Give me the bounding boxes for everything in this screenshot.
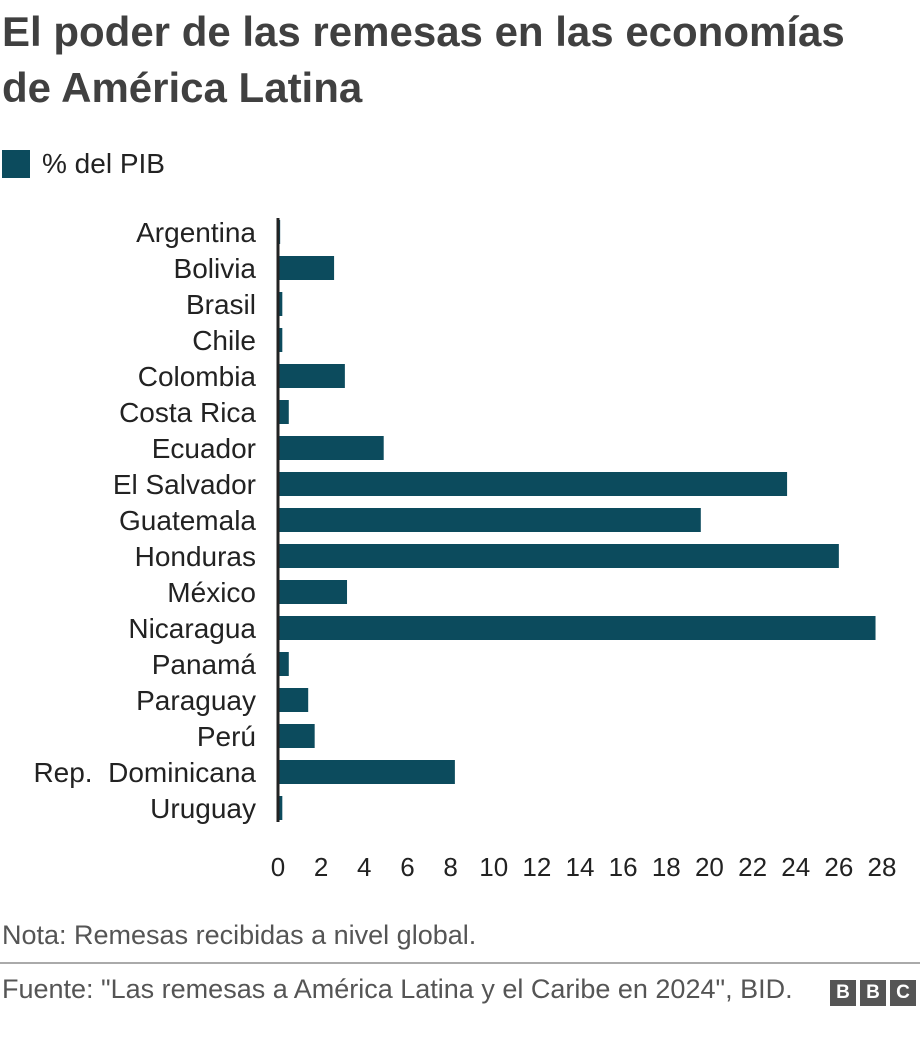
bar — [278, 436, 384, 460]
x-tick-label: 8 — [443, 852, 457, 882]
bar — [278, 472, 788, 496]
category-label: Colombia — [138, 361, 257, 392]
category-label: México — [167, 577, 256, 608]
bar — [278, 796, 283, 820]
source-text: Fuente: "Las remesas a América Latina y … — [2, 974, 793, 1004]
bar — [278, 616, 876, 640]
x-tick-label: 10 — [479, 852, 508, 882]
legend: % del PIB — [2, 146, 165, 182]
bar — [278, 328, 283, 352]
x-tick-label: 26 — [824, 852, 853, 882]
category-label: Brasil — [186, 289, 256, 320]
bar — [278, 580, 348, 604]
bar-chart: Argentina Bolivia Brasil Chile Colombia Costa… — [33, 217, 897, 882]
footer-divider — [0, 962, 920, 964]
x-tick-labels: 0 2 4 6 8 10 12 14 16 18 20 22 24 26 28 — [271, 852, 897, 882]
x-tick-label: 6 — [400, 852, 414, 882]
bbc-logo-letter: C — [890, 980, 916, 1006]
x-tick-label: 20 — [695, 852, 724, 882]
x-tick-label: 4 — [357, 852, 371, 882]
x-tick-label: 12 — [522, 852, 551, 882]
bar — [278, 724, 315, 748]
bar — [278, 400, 289, 424]
category-label: Bolivia — [174, 253, 257, 284]
bbc-logo-letter: B — [860, 980, 886, 1006]
category-label: Honduras — [135, 541, 256, 572]
x-tick-label: 24 — [781, 852, 810, 882]
bbc-logo-letter: B — [830, 980, 856, 1006]
category-label: El Salvador — [113, 469, 256, 500]
bar — [278, 508, 701, 532]
bar — [278, 688, 309, 712]
x-tick-label: 0 — [271, 852, 285, 882]
legend-label: % del PIB — [42, 148, 165, 179]
bar — [278, 256, 335, 280]
bar — [278, 544, 839, 568]
category-label: Costa Rica — [119, 397, 256, 428]
category-label: Rep. Dominicana — [33, 757, 256, 788]
category-label: Guatemala — [119, 505, 256, 536]
chart-note: Nota: Remesas recibidas a nivel global. — [2, 920, 477, 950]
category-label: Argentina — [136, 217, 256, 248]
x-tick-label: 14 — [566, 852, 595, 882]
x-tick-label: 22 — [738, 852, 767, 882]
category-label: Panamá — [152, 649, 257, 680]
category-label: Perú — [197, 721, 256, 752]
category-label: Paraguay — [136, 685, 256, 716]
category-labels: Argentina Bolivia Brasil Chile Colombia Costa… — [33, 217, 256, 824]
bar — [278, 292, 283, 316]
bar — [278, 760, 455, 784]
chart-title: El poder de las remesas en las economías… — [2, 8, 845, 111]
category-label: Nicaragua — [128, 613, 256, 644]
bbc-logo: B B C — [830, 980, 916, 1006]
category-label: Uruguay — [150, 793, 256, 824]
x-tick-label: 16 — [609, 852, 638, 882]
x-tick-label: 28 — [868, 852, 897, 882]
x-tick-label: 18 — [652, 852, 681, 882]
category-label: Chile — [192, 325, 256, 356]
x-tick-label: 2 — [314, 852, 328, 882]
bar — [278, 652, 289, 676]
bars — [278, 220, 876, 820]
bar — [278, 364, 345, 388]
category-label: Ecuador — [152, 433, 256, 464]
legend-swatch — [2, 150, 30, 178]
